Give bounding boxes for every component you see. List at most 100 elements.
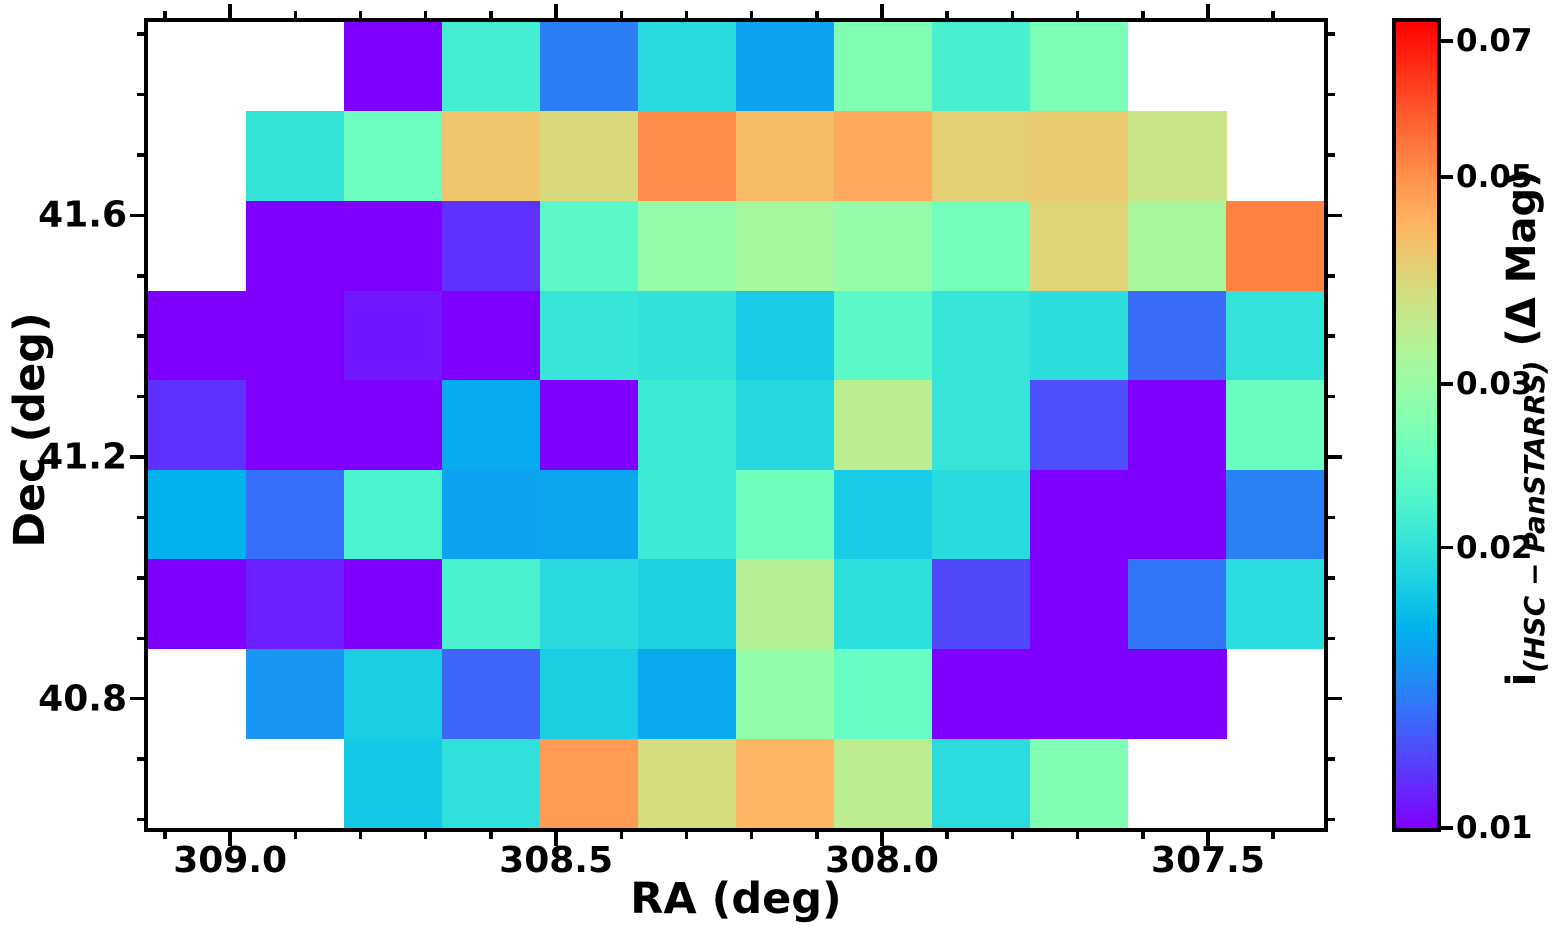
x-minor-tick — [684, 830, 689, 839]
heatmap-cell — [736, 200, 835, 292]
y-major-tick — [130, 455, 146, 459]
heatmap-cell — [1030, 738, 1129, 828]
x-minor-tick — [815, 830, 819, 839]
x-major-tick-top — [554, 4, 558, 20]
heatmap-cell — [1030, 22, 1129, 113]
x-minor-tick-top — [358, 11, 363, 20]
y-minor-tick — [137, 92, 146, 97]
colorbar-tick — [1441, 175, 1453, 179]
x-major-tick — [1206, 830, 1210, 846]
y-minor-tick-right — [1326, 576, 1335, 580]
heatmap-cell — [245, 380, 345, 471]
x-axis-label: RA (deg) — [630, 874, 842, 924]
y-minor-tick-right — [1326, 515, 1335, 520]
x-major-tick-top — [1206, 4, 1210, 20]
heatmap-cell — [736, 469, 835, 560]
heatmap-cell — [638, 22, 737, 113]
heatmap-cell — [638, 469, 737, 560]
heatmap-cell — [1127, 559, 1227, 650]
x-minor-tick-top — [489, 11, 493, 20]
heatmap-plot — [148, 22, 1324, 828]
x-minor-tick-top — [163, 11, 167, 20]
heatmap-cell — [932, 469, 1031, 560]
heatmap-cell — [736, 648, 835, 740]
heatmap-cell — [1226, 380, 1324, 471]
heatmap-cell — [638, 200, 737, 292]
y-minor-tick — [137, 274, 146, 278]
y-minor-tick — [137, 757, 146, 761]
heatmap-cell — [539, 738, 639, 828]
heatmap-cell — [539, 559, 639, 650]
heatmap-cell — [539, 380, 639, 471]
colorbar-label-suffix: (Δ Mag) — [1499, 169, 1545, 361]
y-major-tick-right — [1326, 455, 1342, 459]
heatmap-cell — [442, 22, 541, 113]
y-minor-tick-right — [1326, 274, 1335, 278]
x-minor-tick — [293, 830, 298, 839]
heatmap-cell — [442, 290, 541, 381]
x-tick-label: 308.5 — [499, 840, 614, 881]
heatmap-cell — [148, 559, 247, 650]
y-minor-tick — [137, 32, 146, 36]
y-minor-tick — [137, 817, 146, 822]
heatmap-cell — [245, 290, 345, 381]
heatmap-cell — [932, 738, 1031, 828]
colorbar-tick — [1441, 382, 1453, 386]
heatmap-cell — [344, 200, 443, 292]
heatmap-cell — [1127, 648, 1227, 740]
x-minor-tick — [945, 830, 949, 839]
x-minor-tick-top — [1141, 11, 1145, 20]
heatmap-cell — [539, 111, 639, 202]
heatmap-cell — [833, 111, 933, 202]
heatmap-cell — [344, 111, 443, 202]
heatmap-cell — [539, 200, 639, 292]
y-major-tick-right — [1326, 213, 1342, 218]
colorbar-tick-label: 0.03 — [1456, 365, 1533, 402]
heatmap-cell — [932, 559, 1031, 650]
y-minor-tick-right — [1326, 153, 1335, 157]
heatmap-cell — [833, 22, 933, 113]
heatmap-cell — [1226, 469, 1324, 560]
heatmap-cell — [245, 111, 345, 202]
x-minor-tick-top — [1010, 11, 1015, 20]
heatmap-cell — [932, 22, 1031, 113]
heatmap-cell — [442, 559, 541, 650]
y-minor-tick — [137, 153, 146, 157]
heatmap-cell — [736, 111, 835, 202]
heatmap-cell — [539, 648, 639, 740]
y-major-tick — [130, 696, 146, 701]
x-major-tick — [228, 830, 232, 846]
y-minor-tick-right — [1326, 757, 1335, 761]
x-minor-tick-top — [293, 11, 298, 20]
heatmap-cell — [736, 290, 835, 381]
heatmap-cell — [442, 380, 541, 471]
x-minor-tick — [1010, 830, 1015, 839]
colorbar-tick-label: 0.02 — [1456, 529, 1533, 566]
heatmap-cell — [932, 380, 1031, 471]
y-minor-tick-right — [1326, 32, 1335, 36]
colorbar-tick-label: 0.01 — [1456, 810, 1533, 846]
heatmap-cell — [1127, 380, 1227, 471]
x-minor-tick-top — [945, 11, 949, 20]
heatmap-cell — [638, 380, 737, 471]
x-tick-label: 308.0 — [825, 840, 939, 881]
colorbar-frame — [1392, 18, 1441, 832]
heatmap-cell — [833, 648, 933, 740]
heatmap-cell — [736, 738, 835, 828]
heatmap-cell — [245, 559, 345, 650]
y-axis-label: Dec (deg) — [5, 312, 55, 548]
x-minor-tick — [489, 830, 493, 839]
heatmap-cell — [245, 648, 345, 740]
heatmap-cell — [736, 559, 835, 650]
heatmap-cell — [245, 200, 345, 292]
y-major-tick — [130, 213, 146, 218]
heatmap-cell — [344, 738, 443, 828]
heatmap-cell — [736, 380, 835, 471]
heatmap-cell — [1127, 469, 1227, 560]
x-major-tick-top — [880, 4, 884, 20]
heatmap-cell — [1226, 290, 1324, 381]
x-minor-tick — [163, 830, 167, 839]
heatmap-cell — [638, 738, 737, 828]
heatmap-cell — [1030, 648, 1129, 740]
